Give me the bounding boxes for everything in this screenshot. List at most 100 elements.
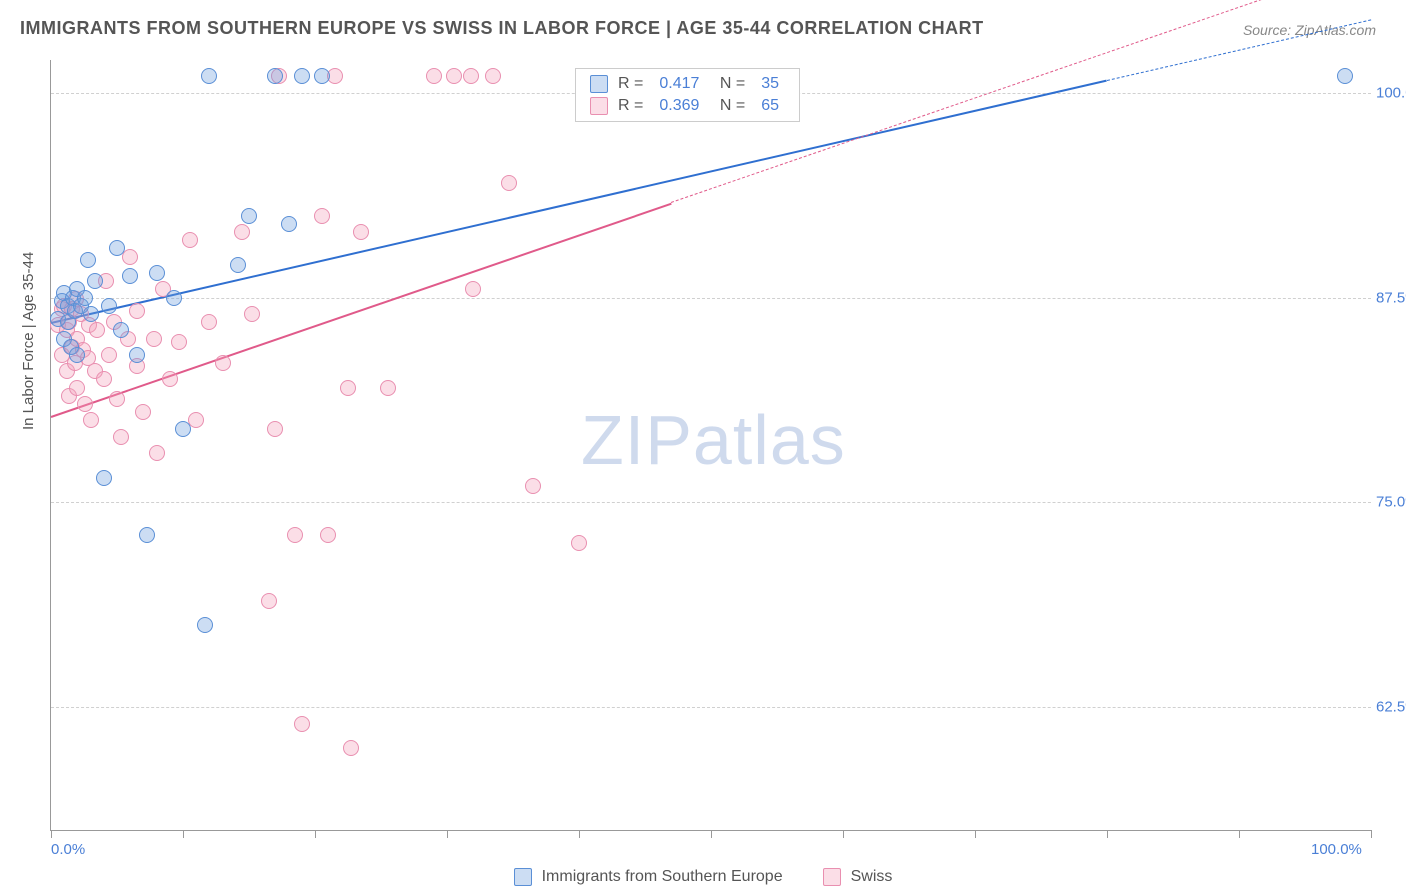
- x-tick: [711, 830, 712, 838]
- y-tick-label: 75.0%: [1376, 494, 1406, 511]
- series-swatch: [823, 868, 841, 886]
- data-point: [426, 68, 442, 84]
- data-point: [109, 391, 125, 407]
- data-point: [77, 290, 93, 306]
- n-value: 35: [761, 75, 779, 93]
- legend: Immigrants from Southern Europe Swiss: [0, 868, 1406, 886]
- data-point: [525, 478, 541, 494]
- gridline: [51, 707, 1371, 708]
- correlation-chart: IMMIGRANTS FROM SOUTHERN EUROPE VS SWISS…: [0, 0, 1406, 892]
- data-point: [320, 527, 336, 543]
- data-point: [80, 252, 96, 268]
- data-point: [230, 257, 246, 273]
- watermark-thin: atlas: [693, 401, 846, 479]
- r-value: 0.369: [659, 97, 699, 115]
- data-point: [77, 396, 93, 412]
- watermark: ZIPatlas: [581, 400, 846, 480]
- x-tick: [579, 830, 580, 838]
- series-swatch: [514, 868, 532, 886]
- data-point: [122, 268, 138, 284]
- r-label: R =: [618, 75, 643, 93]
- correlation-row: R =0.417 N =35: [576, 73, 799, 95]
- data-point: [69, 380, 85, 396]
- x-tick: [1107, 830, 1108, 838]
- data-point: [197, 617, 213, 633]
- x-tick: [447, 830, 448, 838]
- plot-area: ZIPatlas 62.5%75.0%87.5%100.0%0.0%100.0%…: [50, 60, 1371, 831]
- x-tick: [1371, 830, 1372, 838]
- data-point: [571, 535, 587, 551]
- correlation-row: R = 0.369 N = 65: [576, 95, 799, 117]
- legend-item: Immigrants from Southern Europe: [514, 868, 783, 886]
- n-value: 65: [761, 97, 779, 115]
- data-point: [113, 429, 129, 445]
- gridline: [51, 502, 1371, 503]
- trend-line: [1107, 19, 1371, 81]
- data-point: [446, 68, 462, 84]
- data-point: [241, 208, 257, 224]
- data-point: [87, 273, 103, 289]
- data-point: [1337, 68, 1353, 84]
- data-point: [149, 265, 165, 281]
- data-point: [261, 593, 277, 609]
- data-point: [463, 68, 479, 84]
- r-label: R =: [618, 97, 643, 115]
- r-value: 0.417: [659, 75, 699, 93]
- data-point: [89, 322, 105, 338]
- data-point: [314, 208, 330, 224]
- data-point: [69, 347, 85, 363]
- series-swatch: [590, 97, 608, 115]
- n-label: N =: [715, 97, 745, 115]
- y-tick-label: 62.5%: [1376, 699, 1406, 716]
- data-point: [139, 527, 155, 543]
- x-tick: [975, 830, 976, 838]
- x-tick: [183, 830, 184, 838]
- legend-label: Swiss: [851, 868, 893, 886]
- data-point: [281, 216, 297, 232]
- data-point: [215, 355, 231, 371]
- data-point: [485, 68, 501, 84]
- data-point: [96, 470, 112, 486]
- data-point: [171, 334, 187, 350]
- chart-title: IMMIGRANTS FROM SOUTHERN EUROPE VS SWISS…: [20, 18, 984, 39]
- data-point: [234, 224, 250, 240]
- data-point: [343, 740, 359, 756]
- x-tick: [1239, 830, 1240, 838]
- data-point: [353, 224, 369, 240]
- data-point: [149, 445, 165, 461]
- data-point: [96, 371, 112, 387]
- data-point: [501, 175, 517, 191]
- data-point: [201, 314, 217, 330]
- data-point: [101, 347, 117, 363]
- data-point: [244, 306, 260, 322]
- legend-item: Swiss: [823, 868, 893, 886]
- data-point: [182, 232, 198, 248]
- data-point: [113, 322, 129, 338]
- legend-label: Immigrants from Southern Europe: [542, 868, 783, 886]
- data-point: [83, 412, 99, 428]
- data-point: [201, 68, 217, 84]
- data-point: [129, 303, 145, 319]
- data-point: [135, 404, 151, 420]
- series-swatch: [590, 75, 608, 93]
- data-point: [267, 68, 283, 84]
- x-tick-label: 0.0%: [51, 841, 85, 858]
- data-point: [166, 290, 182, 306]
- data-point: [162, 371, 178, 387]
- y-tick-label: 87.5%: [1376, 289, 1406, 306]
- x-tick: [315, 830, 316, 838]
- data-point: [287, 527, 303, 543]
- x-tick: [843, 830, 844, 838]
- data-point: [380, 380, 396, 396]
- data-point: [109, 240, 125, 256]
- data-point: [101, 298, 117, 314]
- x-tick-label: 100.0%: [1311, 841, 1362, 858]
- y-axis-label: In Labor Force | Age 35-44: [20, 252, 37, 430]
- data-point: [465, 281, 481, 297]
- source-attribution: Source: ZipAtlas.com: [1243, 22, 1376, 38]
- y-tick-label: 100.0%: [1376, 84, 1406, 101]
- data-point: [294, 716, 310, 732]
- data-point: [83, 306, 99, 322]
- correlation-box: R = 0.417 N = 35 R = 0.369 N = 65: [575, 68, 800, 122]
- data-point: [267, 421, 283, 437]
